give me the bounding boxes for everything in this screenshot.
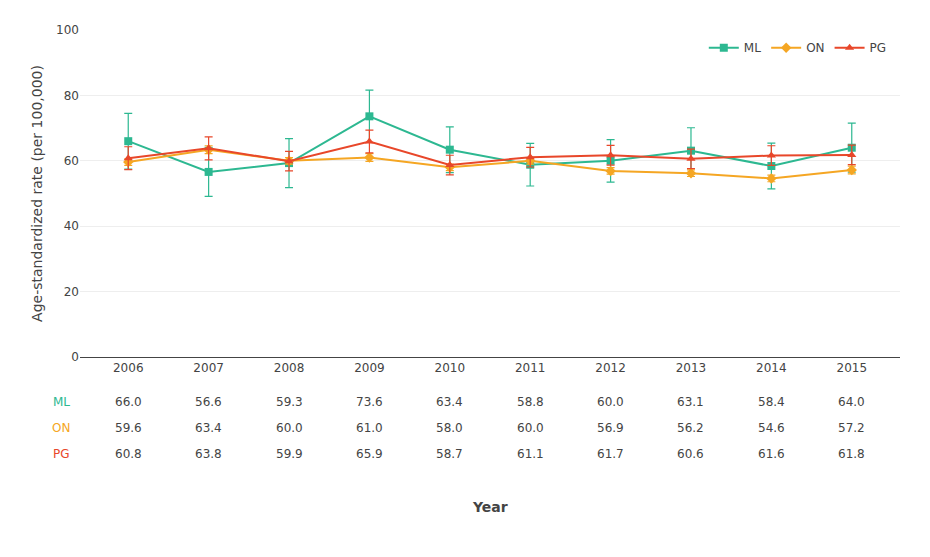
svg-text:2007: 2007 [193,361,224,375]
svg-text:61.6: 61.6 [758,447,785,461]
svg-text:64.0: 64.0 [838,395,865,409]
svg-text:63.8: 63.8 [195,447,222,461]
svg-text:PG: PG [870,41,887,55]
svg-text:61.8: 61.8 [838,447,865,461]
svg-text:61.7: 61.7 [597,447,624,461]
svg-text:59.9: 59.9 [276,447,303,461]
svg-text:60: 60 [64,154,79,168]
svg-text:56.9: 56.9 [597,421,624,435]
svg-text:2009: 2009 [354,361,385,375]
svg-text:59.6: 59.6 [115,421,142,435]
svg-text:ON: ON [806,41,824,55]
svg-text:61.0: 61.0 [356,421,383,435]
svg-text:66.0: 66.0 [115,395,142,409]
svg-text:63.4: 63.4 [195,421,222,435]
svg-text:73.6: 73.6 [356,395,383,409]
svg-text:2012: 2012 [595,361,626,375]
svg-text:80: 80 [64,89,79,103]
svg-text:ML: ML [744,41,761,55]
svg-text:100: 100 [56,23,79,37]
svg-text:61.1: 61.1 [517,447,544,461]
svg-text:54.6: 54.6 [758,421,785,435]
svg-text:60.6: 60.6 [677,447,704,461]
svg-text:57.2: 57.2 [838,421,865,435]
svg-text:2013: 2013 [676,361,707,375]
svg-text:63.4: 63.4 [436,395,463,409]
svg-text:ON: ON [52,421,70,435]
svg-text:63.1: 63.1 [677,395,704,409]
svg-text:58.7: 58.7 [436,447,463,461]
svg-text:40: 40 [64,219,79,233]
svg-text:ML: ML [53,395,70,409]
svg-text:2006: 2006 [113,361,144,375]
svg-text:Age-standardized rate (per 100: Age-standardized rate (per 100,000) [29,65,45,322]
svg-text:58.8: 58.8 [517,395,544,409]
svg-text:59.3: 59.3 [276,395,303,409]
svg-text:60.0: 60.0 [517,421,544,435]
svg-text:65.9: 65.9 [356,447,383,461]
svg-text:60.8: 60.8 [115,447,142,461]
svg-text:2008: 2008 [274,361,305,375]
svg-text:56.2: 56.2 [677,421,704,435]
svg-text:20: 20 [64,285,79,299]
svg-text:2010: 2010 [435,361,466,375]
svg-text:60.0: 60.0 [597,395,624,409]
svg-text:2015: 2015 [836,361,867,375]
svg-text:2014: 2014 [756,361,787,375]
svg-text:60.0: 60.0 [276,421,303,435]
svg-text:56.6: 56.6 [195,395,222,409]
svg-text:58.0: 58.0 [436,421,463,435]
svg-text:2011: 2011 [515,361,546,375]
svg-text:Year: Year [472,499,508,515]
svg-text:PG: PG [53,447,70,461]
svg-text:0: 0 [71,350,79,364]
svg-text:58.4: 58.4 [758,395,785,409]
